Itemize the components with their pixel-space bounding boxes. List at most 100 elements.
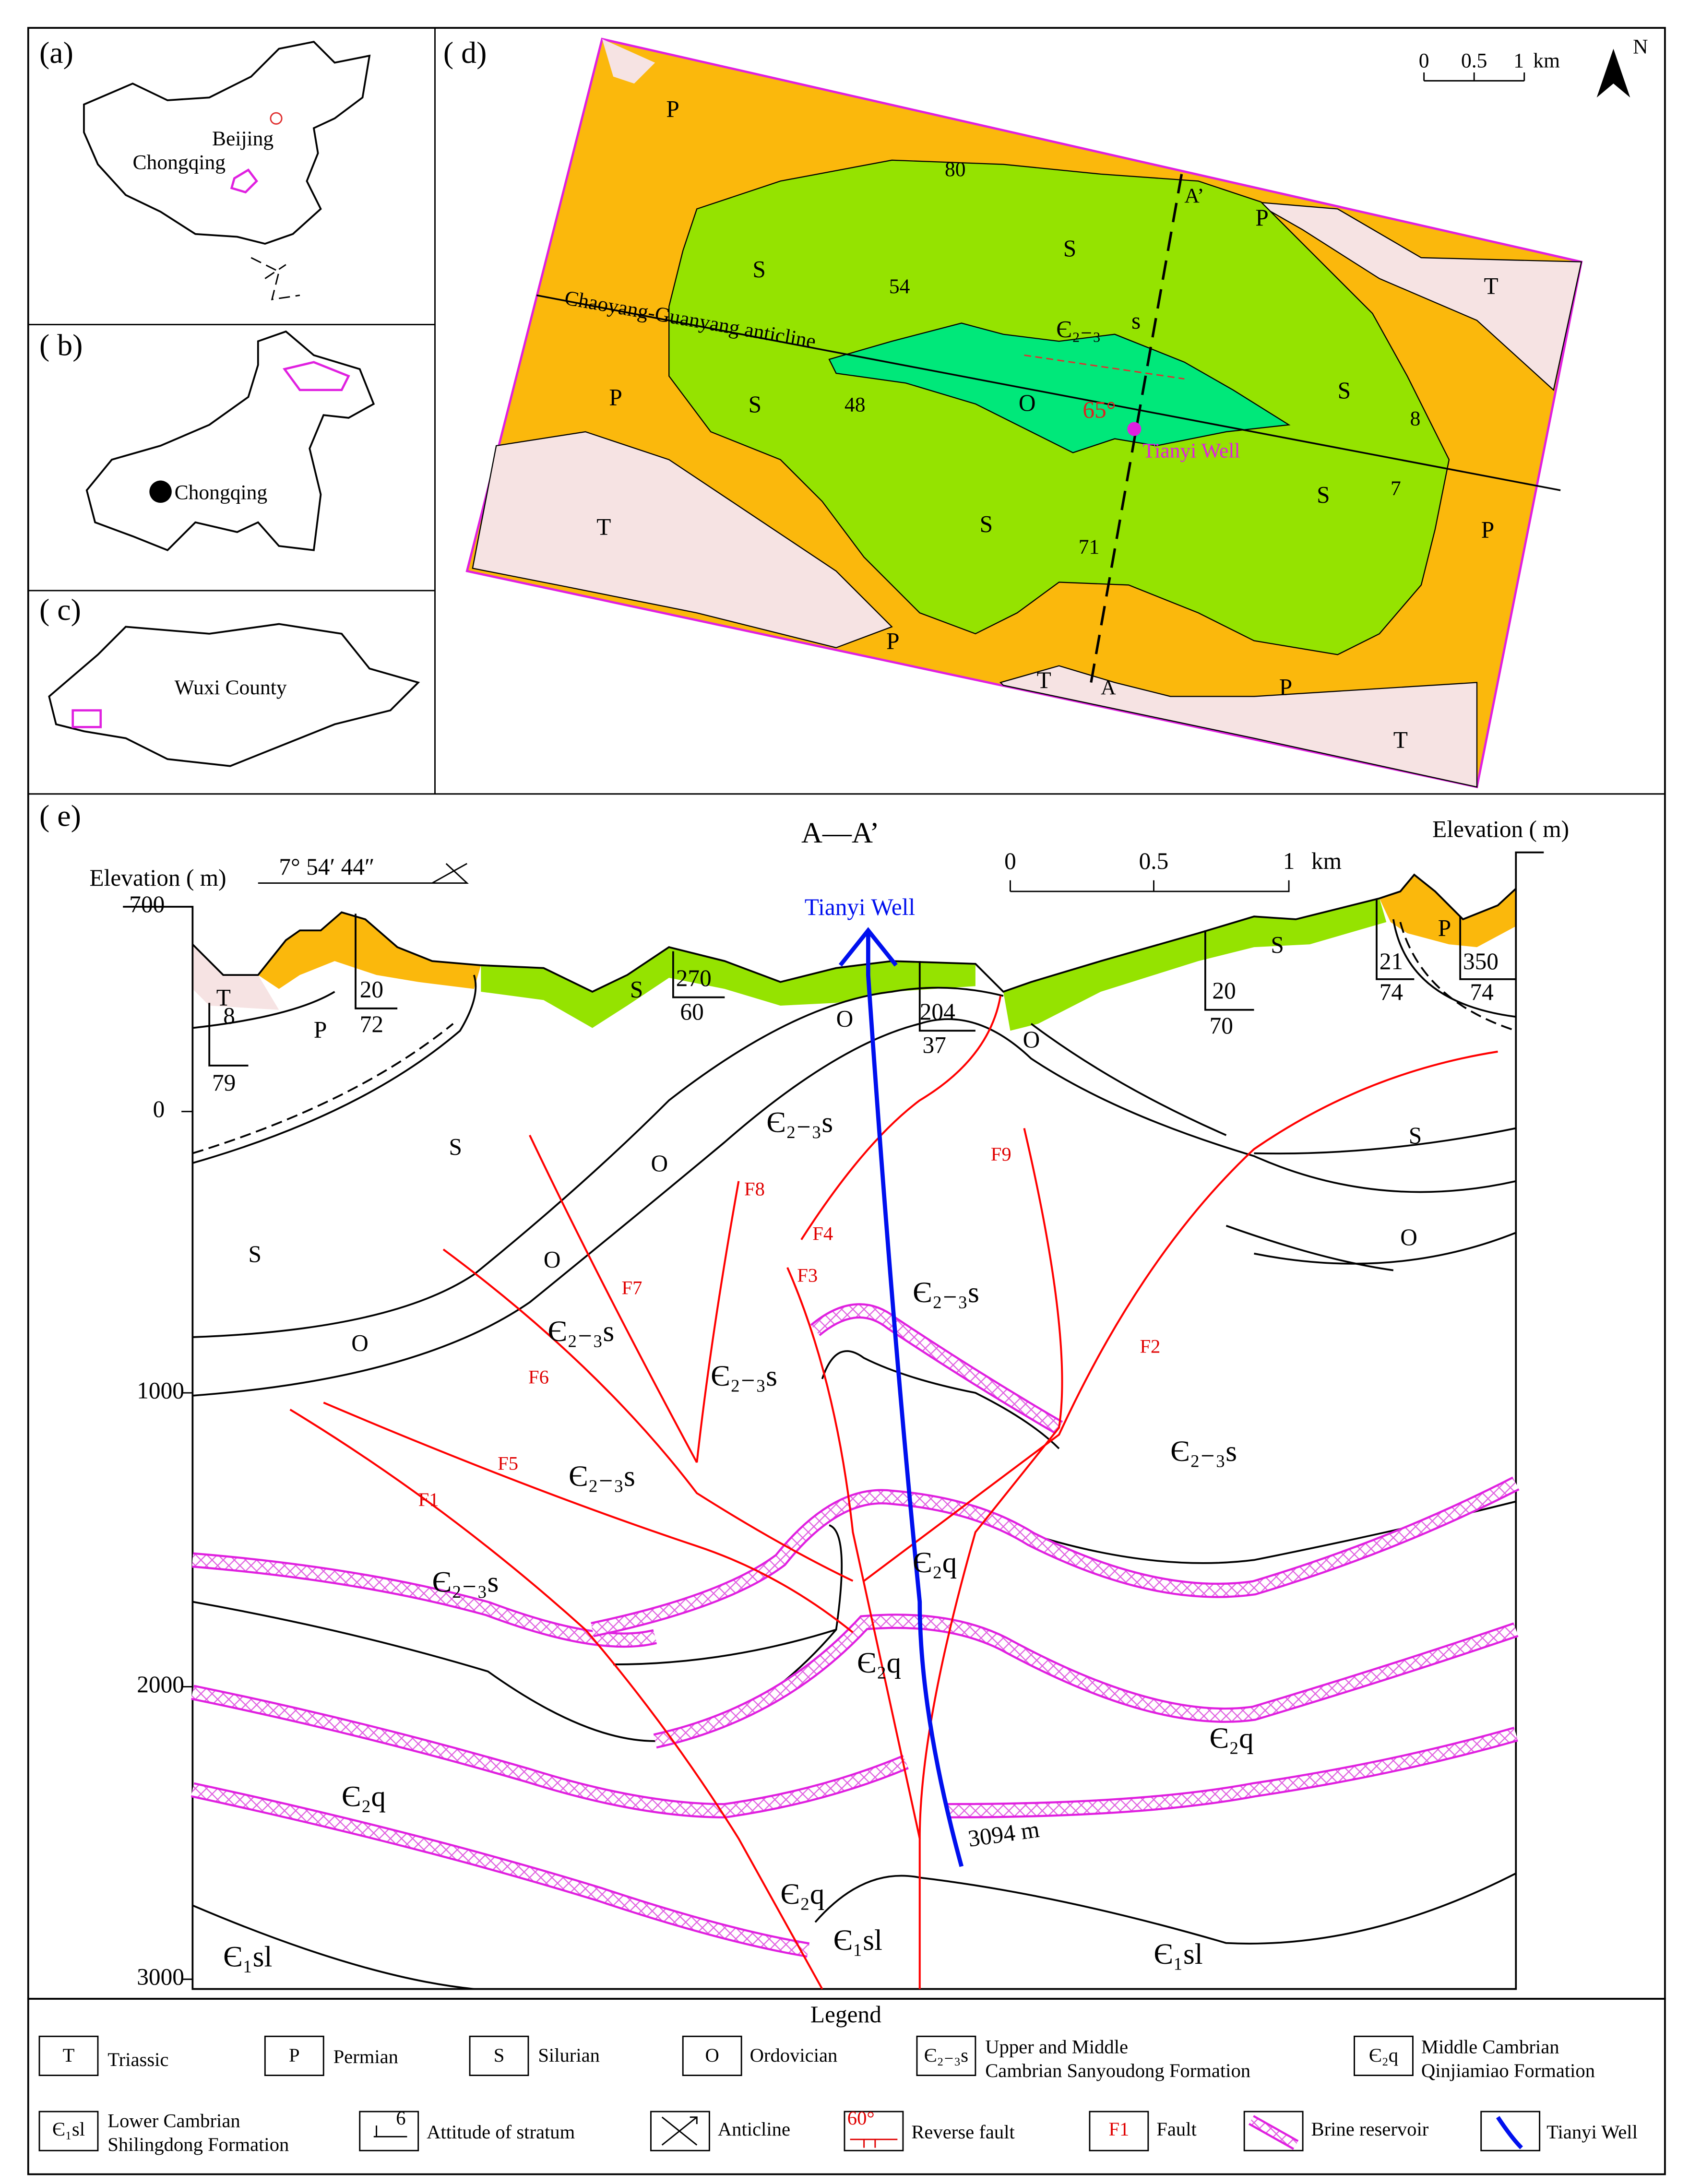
panel-c-path: [48, 623, 420, 767]
legend-boxes-rect: [844, 2111, 904, 2151]
unit-label: Є₂q: [342, 1781, 386, 1813]
legend-boxes-rect: [359, 2111, 419, 2151]
panel-c: ( c) Wuxi County: [39, 593, 420, 767]
place-label: Chongqing: [133, 151, 226, 174]
panel-a: (a) Beijing Chongqing: [39, 36, 371, 300]
attitude-dip: 74: [1380, 979, 1403, 1005]
panel-d-path: [602, 39, 655, 84]
elevation-tick-label: 700: [129, 891, 165, 917]
section-end: A’: [1184, 184, 1204, 207]
attitude: 7: [1391, 477, 1401, 500]
attitudes-path: [208, 1003, 249, 1067]
scale-bar-path: [1423, 72, 1525, 82]
faults-path: [786, 1267, 921, 1989]
attitude-strike: 8: [223, 1002, 235, 1029]
unit-label: T: [1393, 727, 1408, 753]
stratum-boundaries-path: [192, 1018, 1516, 1397]
scale-label: 0: [1419, 49, 1429, 72]
panel-e-path: [1003, 898, 1387, 1031]
faults-path: [863, 1050, 1498, 1582]
unit-label: T: [596, 513, 611, 540]
axis-title: Elevation ( m): [90, 865, 226, 891]
legend-boxes-rect: [1354, 2035, 1414, 2077]
legend-text: Brine reservoir: [1311, 2118, 1429, 2140]
scale-label: 0.5: [1139, 848, 1169, 874]
panel-label: ( c): [39, 593, 81, 627]
attitude: 54: [889, 275, 910, 298]
scale-label: 0: [1004, 848, 1016, 874]
stratum-boundaries: [192, 919, 1517, 1990]
attitude-dip: 72: [360, 1011, 383, 1037]
panel-a-path: [230, 168, 258, 194]
elevation-tick-label: 1000: [137, 1377, 184, 1403]
well-depth: 3094 m: [966, 1816, 1041, 1852]
legend: Legend T Triassic P Permian S Silurian O…: [38, 2001, 1638, 2155]
unit-label: S: [449, 1133, 462, 1160]
stratum-boundaries-path: [1225, 1224, 1394, 1271]
unit-label: S: [630, 976, 643, 1002]
attitude-dip: 60: [680, 998, 703, 1025]
attitudes-path: [1459, 916, 1516, 980]
legend-path: [850, 2138, 898, 2148]
legend-text: Silurian: [538, 2044, 600, 2066]
stratum-boundaries-path: [1254, 1232, 1516, 1265]
legend-text: Shilingdong Formation: [107, 2134, 289, 2155]
attitude: 71: [1079, 535, 1100, 558]
stratum-boundaries-path: [613, 1628, 837, 1666]
panel-d-path: [1024, 354, 1185, 380]
stratum-boundaries-path: [192, 1904, 474, 1990]
panel-e-path: [258, 912, 481, 989]
legend-text: Cambrian Sanyoudong Formation: [985, 2060, 1250, 2081]
elevation-tick-label: 2000: [137, 1671, 184, 1697]
panel-e-path: [1379, 875, 1516, 948]
attitude-dip: 74: [1470, 979, 1493, 1005]
unit-label: Є₂₋₃s: [548, 1316, 615, 1348]
place-label: Wuxi County: [175, 676, 287, 699]
fault-label: F7: [622, 1277, 642, 1299]
legend-symbol: Є₂₋₃s: [924, 2044, 968, 2066]
brine-reservoirs-path: [654, 1615, 1518, 1747]
unit-label: Є₁sl: [1154, 1938, 1202, 1970]
elevation-ticks: 700 0 1000 2000 3000: [129, 891, 193, 1990]
panel-b: ( b) Chongqing: [39, 328, 375, 551]
stratum-boundaries-path: [1399, 922, 1516, 1032]
fault-label: F2: [1140, 1335, 1160, 1357]
unit-label: T: [1484, 273, 1499, 299]
unit-label: S: [248, 1241, 261, 1267]
legend-symbol: 6: [396, 2107, 405, 2129]
panel-e-path: [481, 947, 975, 1028]
panel-b-path: [85, 330, 375, 551]
fault-label: F9: [991, 1143, 1011, 1165]
panel-e-path: [258, 863, 469, 884]
panel-label: ( b): [39, 328, 83, 362]
north-label: N: [1633, 36, 1648, 59]
place-label: Beijing: [212, 127, 274, 150]
panel-label: ( e): [39, 799, 81, 833]
panel-label: (a): [39, 36, 73, 70]
legend-boxes-rect: [469, 2035, 529, 2077]
legend-boxes: [38, 2035, 1541, 2151]
scale-bar: 0 0.5 1 km: [1004, 848, 1342, 892]
section-end: A: [1101, 676, 1116, 699]
attitude-strike: 20: [1212, 977, 1236, 1004]
panel-e-path: [838, 927, 964, 1867]
legend-symbol: Є₂q: [1369, 2044, 1398, 2066]
fault-dip: 65°: [1082, 397, 1116, 423]
scale-label: 1: [1513, 49, 1524, 72]
panel-d-path: [999, 665, 1478, 788]
attitudes-path: [1376, 898, 1415, 980]
legend-text: Upper and Middle: [985, 2036, 1128, 2058]
legend-path: [1249, 2117, 1298, 2148]
unit-label: T: [1037, 667, 1051, 693]
elevation-tick-label: 3000: [137, 1964, 184, 1990]
frames-rect: [27, 1998, 1666, 2175]
panel-c-rect: [71, 709, 102, 728]
attitude-strike: 270: [676, 965, 712, 991]
unit-label: S: [1063, 235, 1076, 261]
legend-boxes-rect: [264, 2035, 324, 2077]
fault-label: F3: [797, 1264, 818, 1286]
faults-path: [442, 1248, 854, 1582]
unit-label: O: [651, 1150, 668, 1176]
unit-label: s: [1131, 308, 1141, 334]
